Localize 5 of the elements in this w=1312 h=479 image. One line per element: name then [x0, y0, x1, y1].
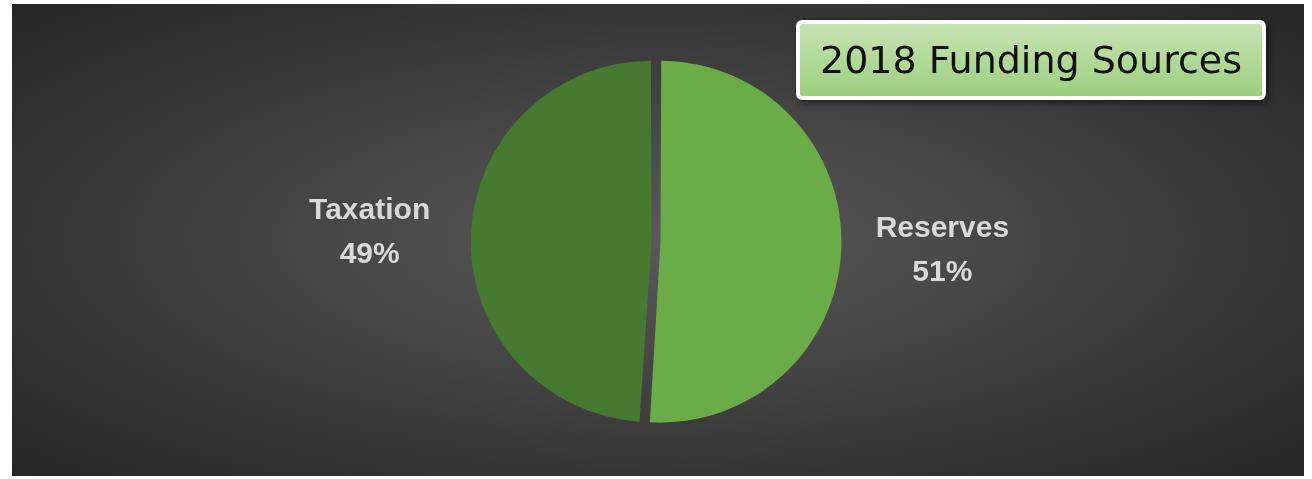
slice-label: Taxation	[309, 191, 431, 225]
data-label: 49%	[339, 235, 400, 269]
data-label: 51%	[912, 253, 973, 287]
chart-title: 2018 Funding Sources	[796, 20, 1266, 100]
slice-label: Reserves	[875, 209, 1010, 243]
